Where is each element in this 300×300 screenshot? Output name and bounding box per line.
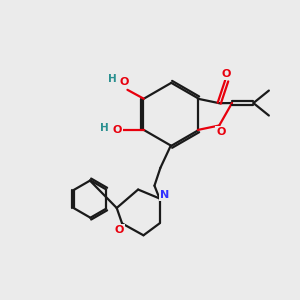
Text: O: O xyxy=(216,127,225,137)
Text: O: O xyxy=(222,69,231,80)
Text: O: O xyxy=(119,77,129,87)
Text: O: O xyxy=(114,225,124,235)
Text: N: N xyxy=(160,190,170,200)
Text: O: O xyxy=(112,125,122,135)
Text: H: H xyxy=(100,123,109,133)
Text: H: H xyxy=(108,74,116,84)
